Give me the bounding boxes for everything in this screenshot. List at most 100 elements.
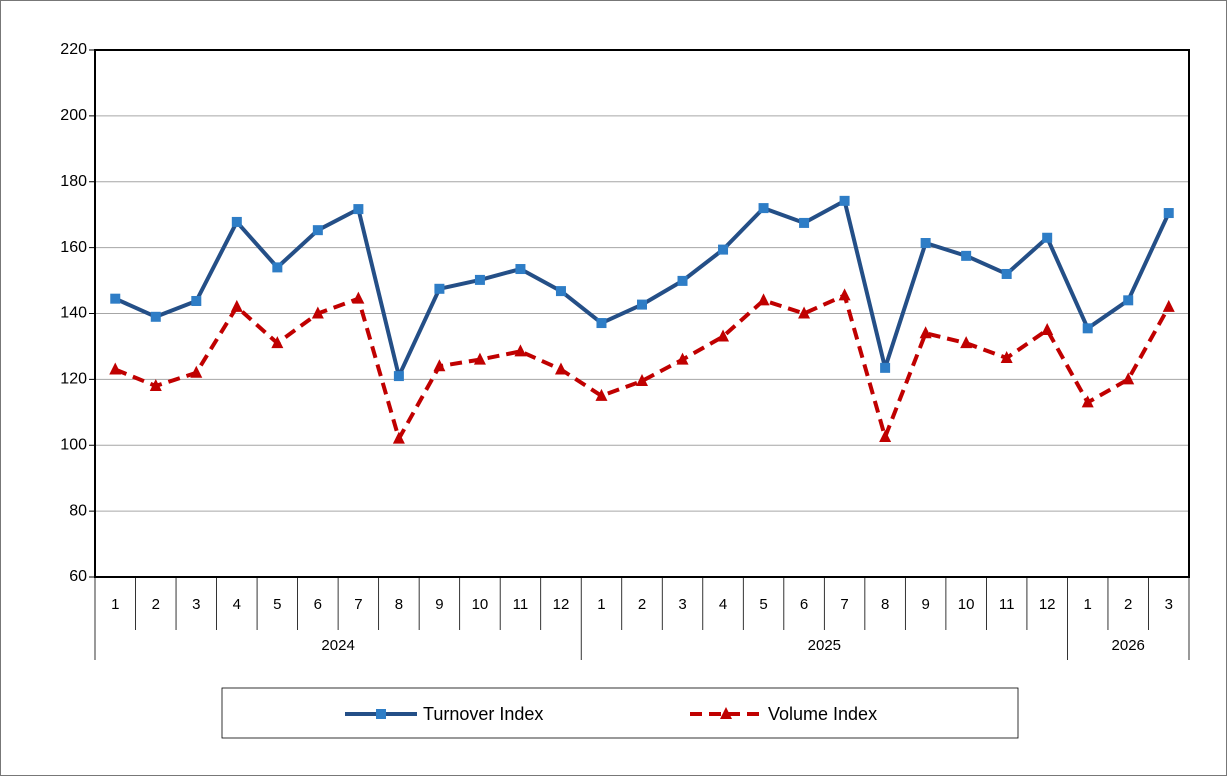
data-point xyxy=(596,318,607,329)
data-point xyxy=(676,352,689,365)
data-point xyxy=(353,204,364,215)
data-point xyxy=(1081,395,1094,408)
y-tick-label: 160 xyxy=(60,239,87,256)
series-line xyxy=(114,293,1171,441)
x-group-label: 2024 xyxy=(321,637,354,654)
x-tick-label: 3 xyxy=(1165,596,1173,613)
data-point xyxy=(191,295,202,306)
x-tick-label: 12 xyxy=(553,596,570,613)
data-point xyxy=(677,275,688,286)
x-tick-label: 2 xyxy=(638,596,646,613)
x-tick-label: 1 xyxy=(111,596,119,613)
x-tick-label: 1 xyxy=(597,596,605,613)
legend-label: Turnover Index xyxy=(423,704,543,724)
y-tick-label: 120 xyxy=(60,371,87,388)
data-point xyxy=(555,286,566,297)
x-tick-label: 8 xyxy=(881,596,889,613)
x-tick-label: 3 xyxy=(192,596,200,613)
data-point xyxy=(1122,372,1135,385)
data-point xyxy=(434,283,445,294)
x-tick-label: 2 xyxy=(152,596,160,613)
data-point xyxy=(392,431,405,444)
data-point xyxy=(961,250,972,261)
x-tick-label: 9 xyxy=(921,596,929,613)
data-point xyxy=(312,225,323,236)
x-tick-label: 7 xyxy=(840,596,848,613)
data-point xyxy=(717,329,730,342)
plot-area xyxy=(94,49,1190,578)
y-tick-label: 220 xyxy=(60,41,87,58)
x-tick-label: 4 xyxy=(233,596,241,613)
y-tick-label: 140 xyxy=(60,305,87,322)
data-point xyxy=(433,359,446,372)
data-point xyxy=(758,203,769,214)
data-point xyxy=(637,299,647,310)
data-point xyxy=(879,430,892,443)
data-point xyxy=(150,311,161,322)
data-point xyxy=(799,217,810,228)
data-point xyxy=(474,274,485,285)
data-point xyxy=(1162,299,1175,312)
x-group-label: 2026 xyxy=(1112,637,1145,654)
y-tick-label: 100 xyxy=(60,436,87,453)
data-point xyxy=(393,371,404,382)
data-point xyxy=(473,352,486,365)
data-point xyxy=(919,326,932,339)
data-point xyxy=(230,299,243,312)
x-tick-label: 9 xyxy=(435,596,443,613)
data-point xyxy=(514,344,527,357)
data-point xyxy=(272,262,283,273)
x-tick-label: 11 xyxy=(513,596,529,613)
data-point xyxy=(718,244,729,255)
data-point xyxy=(839,195,850,206)
data-point xyxy=(190,365,203,378)
x-tick-label: 7 xyxy=(354,596,362,613)
data-point xyxy=(271,336,284,349)
data-point xyxy=(1163,208,1174,219)
x-group-label: 2025 xyxy=(808,637,841,654)
x-tick-label: 1 xyxy=(1084,596,1092,613)
data-point xyxy=(110,293,121,304)
x-tick-label: 6 xyxy=(314,596,322,613)
y-tick-label: 60 xyxy=(69,568,87,585)
data-point xyxy=(231,216,242,227)
legend-marker xyxy=(720,707,732,719)
data-point xyxy=(149,378,162,391)
x-tick-label: 8 xyxy=(395,596,403,613)
legend-box xyxy=(221,687,1019,739)
data-point xyxy=(352,291,365,304)
legend-label: Volume Index xyxy=(768,704,877,724)
x-tick-label: 10 xyxy=(472,596,489,613)
x-tick-label: 2 xyxy=(1124,596,1132,613)
x-tick-label: 11 xyxy=(999,596,1015,613)
data-point xyxy=(1042,232,1053,243)
x-tick-label: 10 xyxy=(958,596,975,613)
data-point xyxy=(311,306,324,319)
x-tick-label: 6 xyxy=(800,596,808,613)
data-point xyxy=(798,306,811,319)
data-point xyxy=(920,238,931,249)
data-point xyxy=(880,362,891,373)
x-tick-label: 3 xyxy=(678,596,686,613)
x-tick-label: 5 xyxy=(273,596,281,613)
data-point xyxy=(1082,323,1093,334)
data-point xyxy=(595,388,608,401)
data-point xyxy=(838,288,851,301)
data-point xyxy=(1041,322,1054,335)
data-point xyxy=(960,336,973,349)
data-point xyxy=(1000,350,1013,363)
data-point xyxy=(636,374,648,387)
data-point xyxy=(1001,268,1012,279)
y-tick-label: 180 xyxy=(60,173,87,190)
data-point xyxy=(1123,295,1134,306)
data-point xyxy=(757,293,770,306)
legend-marker xyxy=(376,709,386,719)
data-point xyxy=(109,362,122,375)
x-tick-label: 4 xyxy=(719,596,727,613)
data-point xyxy=(554,362,567,375)
x-tick-label: 5 xyxy=(759,596,767,613)
y-tick-label: 200 xyxy=(60,107,87,124)
